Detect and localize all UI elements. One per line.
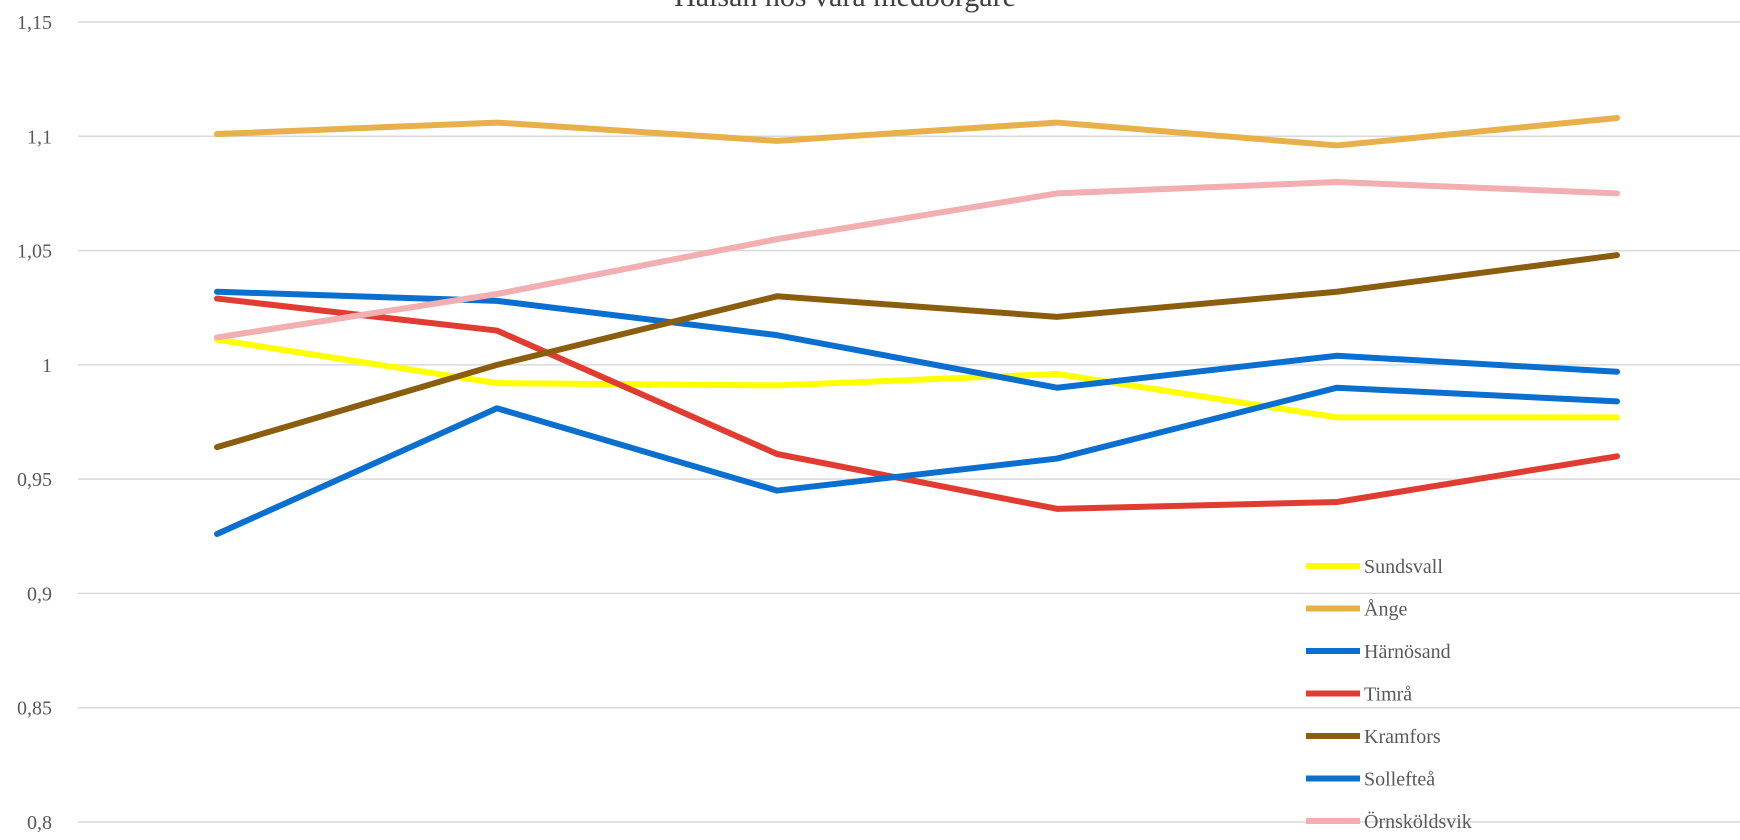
y-tick-label: 1,15 [17, 12, 52, 34]
y-tick-label: 0,95 [17, 469, 52, 491]
series-line-0 [214, 336, 1620, 421]
legend-label: Timrå [1364, 684, 1412, 706]
chart-title: Hälsan hos våra medborgare [674, 0, 1016, 13]
y-tick-label: 0,8 [27, 812, 52, 834]
legend-label: Ånge [1364, 599, 1407, 621]
series-line-6 [214, 179, 1620, 341]
legend: Sundsvall Ånge Härnösand Timrå Kramfors Solle… [1306, 556, 1472, 833]
series-line-1 [214, 115, 1620, 149]
series-line-3 [214, 295, 1620, 512]
y-tick-label: 1,05 [17, 241, 52, 263]
legend-label: Kramfors [1364, 726, 1441, 748]
series-lines [214, 115, 1620, 537]
legend-label: Sundsvall [1364, 556, 1443, 578]
gridlines [78, 21, 1740, 823]
y-tick-label: 0,9 [27, 583, 52, 605]
legend-label: Örnsköldsvik [1364, 810, 1472, 833]
legend-label: Härnösand [1364, 641, 1451, 663]
series-line-4 [214, 252, 1620, 451]
series-line-5 [214, 384, 1620, 537]
legend-label: Sollefteå [1364, 769, 1435, 791]
y-axis-tick-labels: 0,8 0,85 0,9 0,95 1 1,05 1,1 1,15 [17, 12, 52, 834]
y-tick-label: 0,85 [17, 698, 52, 720]
y-tick-label: 1,1 [27, 126, 52, 148]
y-tick-label: 1 [42, 355, 52, 377]
